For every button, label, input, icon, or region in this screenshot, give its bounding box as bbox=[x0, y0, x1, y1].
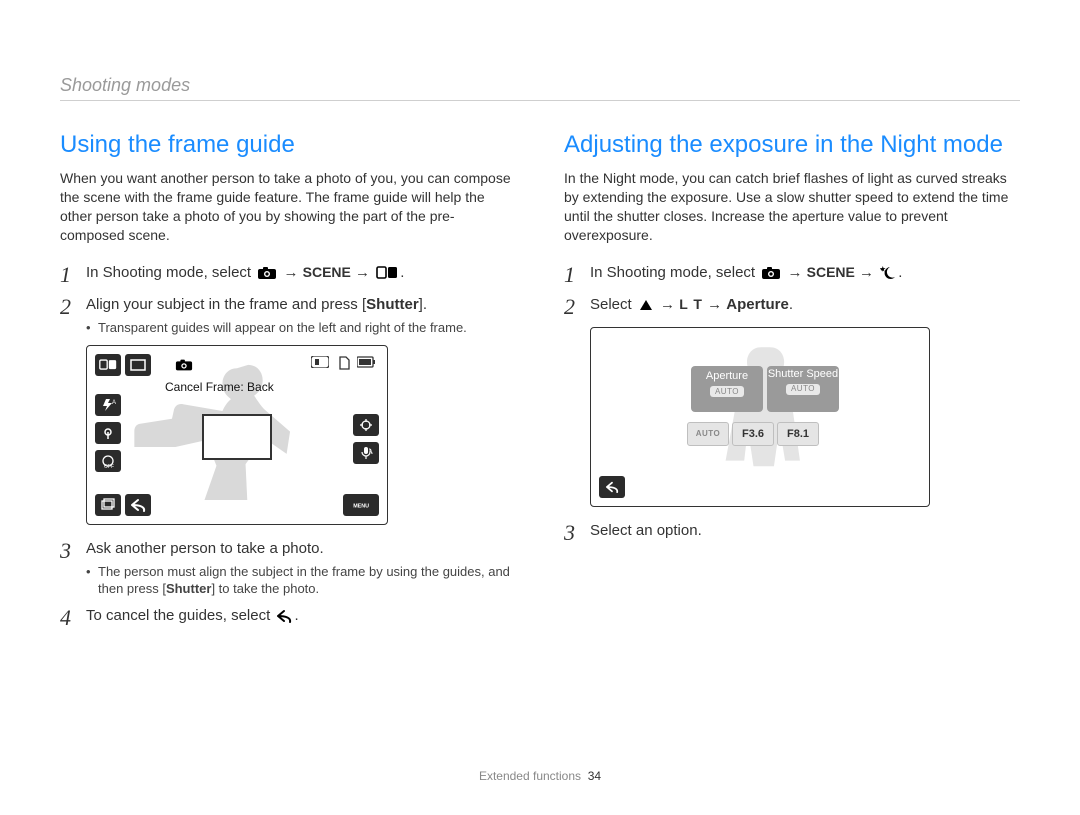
step-number: 3 bbox=[60, 539, 76, 598]
left-steps: 1 In Shooting mode, select → SCENE → . 2… bbox=[60, 263, 516, 337]
breadcrumb: Shooting modes bbox=[60, 75, 1020, 101]
camera-icon bbox=[175, 356, 193, 374]
aperture-panel-label: Aperture bbox=[691, 370, 763, 382]
auto-pill: AUTO bbox=[786, 384, 820, 395]
right-step-1: 1 In Shooting mode, select → SCENE → . bbox=[564, 263, 1020, 287]
page-footer: Extended functions 34 bbox=[0, 769, 1080, 783]
step-number: 3 bbox=[564, 521, 580, 545]
step-number: 1 bbox=[564, 263, 580, 287]
shutter-label: Shutter bbox=[366, 296, 419, 313]
counter-pill-icon bbox=[311, 356, 329, 368]
step-number: 2 bbox=[60, 295, 76, 337]
step-number: 1 bbox=[60, 263, 76, 287]
left-step-3: 3 Ask another person to take a photo. Th… bbox=[60, 539, 516, 598]
sd-card-icon bbox=[337, 356, 351, 370]
step-text: In Shooting mode, select bbox=[86, 264, 255, 281]
frame-guide-display: Cancel Frame: Back A OFF MENU bbox=[86, 345, 388, 525]
chip-f81: F8.1 bbox=[777, 422, 819, 446]
period: . bbox=[898, 264, 902, 281]
arrow: → bbox=[787, 264, 806, 281]
step-sub-bullet: Transparent guides will appear on the le… bbox=[86, 319, 516, 337]
menu-icon: MENU bbox=[343, 494, 379, 516]
scene-label: SCENE bbox=[303, 264, 351, 280]
auto-pill: AUTO bbox=[710, 386, 744, 397]
right-steps-continued: 3 Select an option. bbox=[564, 521, 1020, 545]
display-mode-icon bbox=[125, 354, 151, 376]
step-number: 4 bbox=[60, 606, 76, 630]
aperture-label: Aperture bbox=[726, 296, 789, 313]
step-suffix: ]. bbox=[419, 296, 427, 313]
left-section-title: Using the frame guide bbox=[60, 131, 516, 159]
shutter-panel: Shutter Speed AUTO bbox=[767, 366, 839, 412]
right-section-title: Adjusting the exposure in the Night mode bbox=[564, 131, 1020, 159]
aperture-panel: Aperture AUTO bbox=[691, 366, 763, 412]
arrow: → bbox=[283, 264, 302, 281]
arrow: → bbox=[355, 264, 374, 281]
battery-icon bbox=[357, 356, 377, 368]
gallery-icon bbox=[95, 494, 121, 516]
right-column: Adjusting the exposure in the Night mode… bbox=[564, 131, 1020, 638]
left-lead: When you want another person to take a p… bbox=[60, 169, 516, 245]
target-icon bbox=[353, 414, 379, 436]
step-text: In Shooting mode, select bbox=[590, 264, 759, 281]
footer-section: Extended functions bbox=[479, 769, 581, 783]
macro-icon bbox=[95, 422, 121, 444]
arrow: → bbox=[859, 264, 878, 281]
left-steps-continued: 3 Ask another person to take a photo. Th… bbox=[60, 539, 516, 631]
left-step-2: 2 Align your subject in the frame and pr… bbox=[60, 295, 516, 337]
step-text: Align your subject in the frame and pres… bbox=[86, 296, 366, 313]
scene-label: SCENE bbox=[807, 264, 855, 280]
content-columns: Using the frame guide When you want anot… bbox=[60, 131, 1020, 638]
left-step-1: 1 In Shooting mode, select → SCENE → . bbox=[60, 263, 516, 287]
night-mode-display: Aperture AUTO Shutter Speed AUTO AUTO F3… bbox=[590, 327, 930, 507]
right-lead: In the Night mode, you can catch brief f… bbox=[564, 169, 1020, 245]
chip-f36: F3.6 bbox=[732, 422, 774, 446]
frame-mode-icon bbox=[95, 354, 121, 376]
step-number: 2 bbox=[564, 295, 580, 319]
cancel-frame-label: Cancel Frame: Back bbox=[165, 380, 274, 394]
lt-label: L T bbox=[679, 296, 703, 312]
step-text: Ask another person to take a photo. bbox=[86, 540, 324, 557]
shutter-panel-label: Shutter Speed bbox=[767, 368, 839, 380]
back-icon bbox=[276, 609, 292, 629]
right-step-2: 2 Select → L T → Aperture. bbox=[564, 295, 1020, 319]
face-detect-off-icon: OFF bbox=[95, 450, 121, 472]
step-sub-bullet: The person must align the subject in the… bbox=[86, 563, 516, 598]
chip-auto: AUTO bbox=[687, 422, 729, 446]
period: . bbox=[400, 264, 404, 281]
footer-page-number: 34 bbox=[588, 769, 601, 783]
mic-icon bbox=[353, 442, 379, 464]
silhouette-bg bbox=[601, 338, 919, 496]
arrow: → bbox=[707, 296, 726, 313]
svg-text:A: A bbox=[112, 400, 116, 406]
right-step-3: 3 Select an option. bbox=[564, 521, 1020, 545]
period: . bbox=[294, 607, 298, 624]
up-triangle-icon bbox=[638, 298, 654, 318]
step-text: Select bbox=[590, 296, 636, 313]
period: . bbox=[789, 296, 793, 313]
frame-guide-icon bbox=[376, 266, 398, 286]
svg-text:OFF: OFF bbox=[104, 464, 114, 468]
left-column: Using the frame guide When you want anot… bbox=[60, 131, 516, 638]
back-icon bbox=[599, 476, 625, 498]
camera-icon bbox=[761, 266, 781, 286]
aperture-chips: AUTO F3.6 F8.1 bbox=[687, 422, 819, 446]
left-step-4: 4 To cancel the guides, select . bbox=[60, 606, 516, 630]
right-steps: 1 In Shooting mode, select → SCENE → . 2… bbox=[564, 263, 1020, 319]
step-text: To cancel the guides, select bbox=[86, 607, 274, 624]
camera-icon bbox=[257, 266, 277, 286]
flash-auto-icon: A bbox=[95, 394, 121, 416]
focus-rect bbox=[202, 414, 272, 460]
back-icon bbox=[125, 494, 151, 516]
svg-text:MENU: MENU bbox=[353, 503, 369, 509]
night-mode-icon bbox=[880, 266, 896, 286]
arrow: → bbox=[660, 296, 679, 313]
step-text: Select an option. bbox=[590, 522, 702, 539]
